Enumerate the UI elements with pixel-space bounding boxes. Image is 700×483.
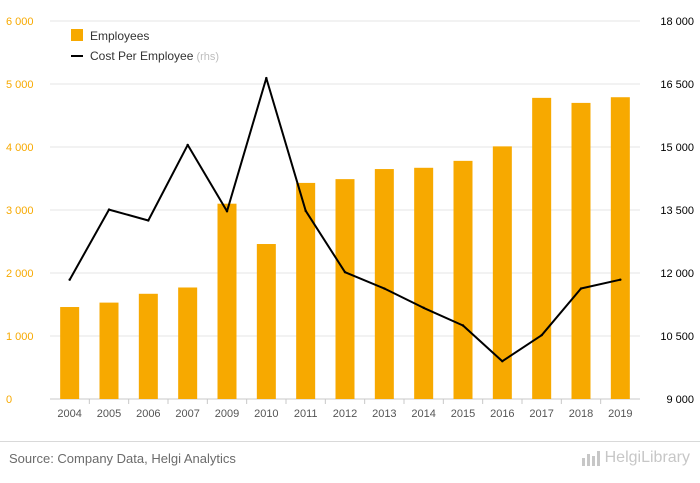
line-point (265, 76, 268, 80)
line-point (383, 287, 386, 290)
bar (178, 287, 198, 399)
y-right-tick-label: 10 500 (660, 331, 694, 343)
bar (610, 97, 630, 399)
bar (453, 160, 473, 399)
y-right-tick-label: 18 000 (660, 16, 694, 28)
bar (217, 203, 237, 399)
x-tick-label: 2006 (136, 408, 160, 420)
x-tick-label: 2013 (372, 408, 396, 420)
y-left-tick-label: 1 000 (6, 331, 34, 343)
bar (532, 97, 552, 400)
line-point (343, 270, 347, 274)
bar-chart-icon (581, 451, 600, 466)
bar (374, 169, 394, 399)
line-point (68, 278, 71, 281)
bar (492, 146, 512, 399)
line-point (540, 333, 543, 337)
footer-divider (0, 441, 700, 442)
bar (138, 293, 158, 399)
x-tick-label: 2005 (97, 408, 121, 420)
y-left-tick-label: 3 000 (6, 205, 34, 217)
legend-label-cost: Cost Per Employee (rhs) (90, 49, 219, 63)
bar (99, 302, 119, 399)
x-tick-label: 2004 (57, 408, 81, 420)
y-right-tick-label: 9 000 (666, 394, 694, 406)
brand-name: HelgiLibrary (604, 449, 690, 466)
line-point (501, 360, 504, 363)
x-tick-label: 2019 (608, 408, 632, 420)
line-point (225, 210, 229, 213)
y-right-tick-label: 16 500 (660, 79, 694, 91)
bar (296, 182, 316, 399)
line-point (186, 143, 189, 147)
bar (335, 179, 355, 399)
x-tick-label: 2016 (490, 408, 514, 420)
bar (256, 244, 276, 399)
legend-label-employees: Employees (90, 29, 149, 43)
x-tick-label: 2014 (411, 408, 435, 420)
y-left-tick-label: 0 (6, 394, 12, 406)
x-tick-label: 2009 (215, 408, 239, 420)
line-point (107, 208, 111, 211)
y-left-tick-label: 4 000 (6, 142, 34, 154)
line-point (422, 306, 425, 310)
line-point (619, 278, 622, 281)
line-point (461, 324, 465, 327)
x-tick-label: 2018 (569, 408, 593, 420)
line-point (579, 287, 583, 290)
y-right-tick-label: 12 000 (660, 268, 694, 280)
line-point (304, 209, 307, 213)
x-tick-label: 2010 (254, 408, 278, 420)
x-tick-label: 2017 (529, 408, 553, 420)
y-left-tick-label: 5 000 (6, 79, 34, 91)
x-tick-label: 2007 (175, 408, 199, 420)
legend-swatch-employees (71, 29, 83, 41)
y-left-tick-label: 6 000 (6, 16, 34, 28)
brand-logo[interactable]: HelgiLibrary (581, 449, 690, 467)
y-right-tick-label: 15 000 (660, 142, 694, 154)
bar (60, 307, 80, 399)
bar (414, 167, 434, 399)
x-tick-label: 2015 (451, 408, 475, 420)
line-point (147, 219, 150, 222)
x-tick-label: 2012 (333, 408, 357, 420)
source-note: Source: Company Data, Helgi Analytics (9, 451, 236, 466)
bar (571, 102, 591, 400)
x-tick-label: 2011 (294, 408, 318, 420)
chart: 0 1 000 2 000 3 000 4 000 5 000 6 000 9 000 10 5… (6, 16, 694, 420)
y-right-tick-label: 13 500 (660, 205, 694, 217)
y-left-tick-label: 2 000 (6, 268, 34, 280)
